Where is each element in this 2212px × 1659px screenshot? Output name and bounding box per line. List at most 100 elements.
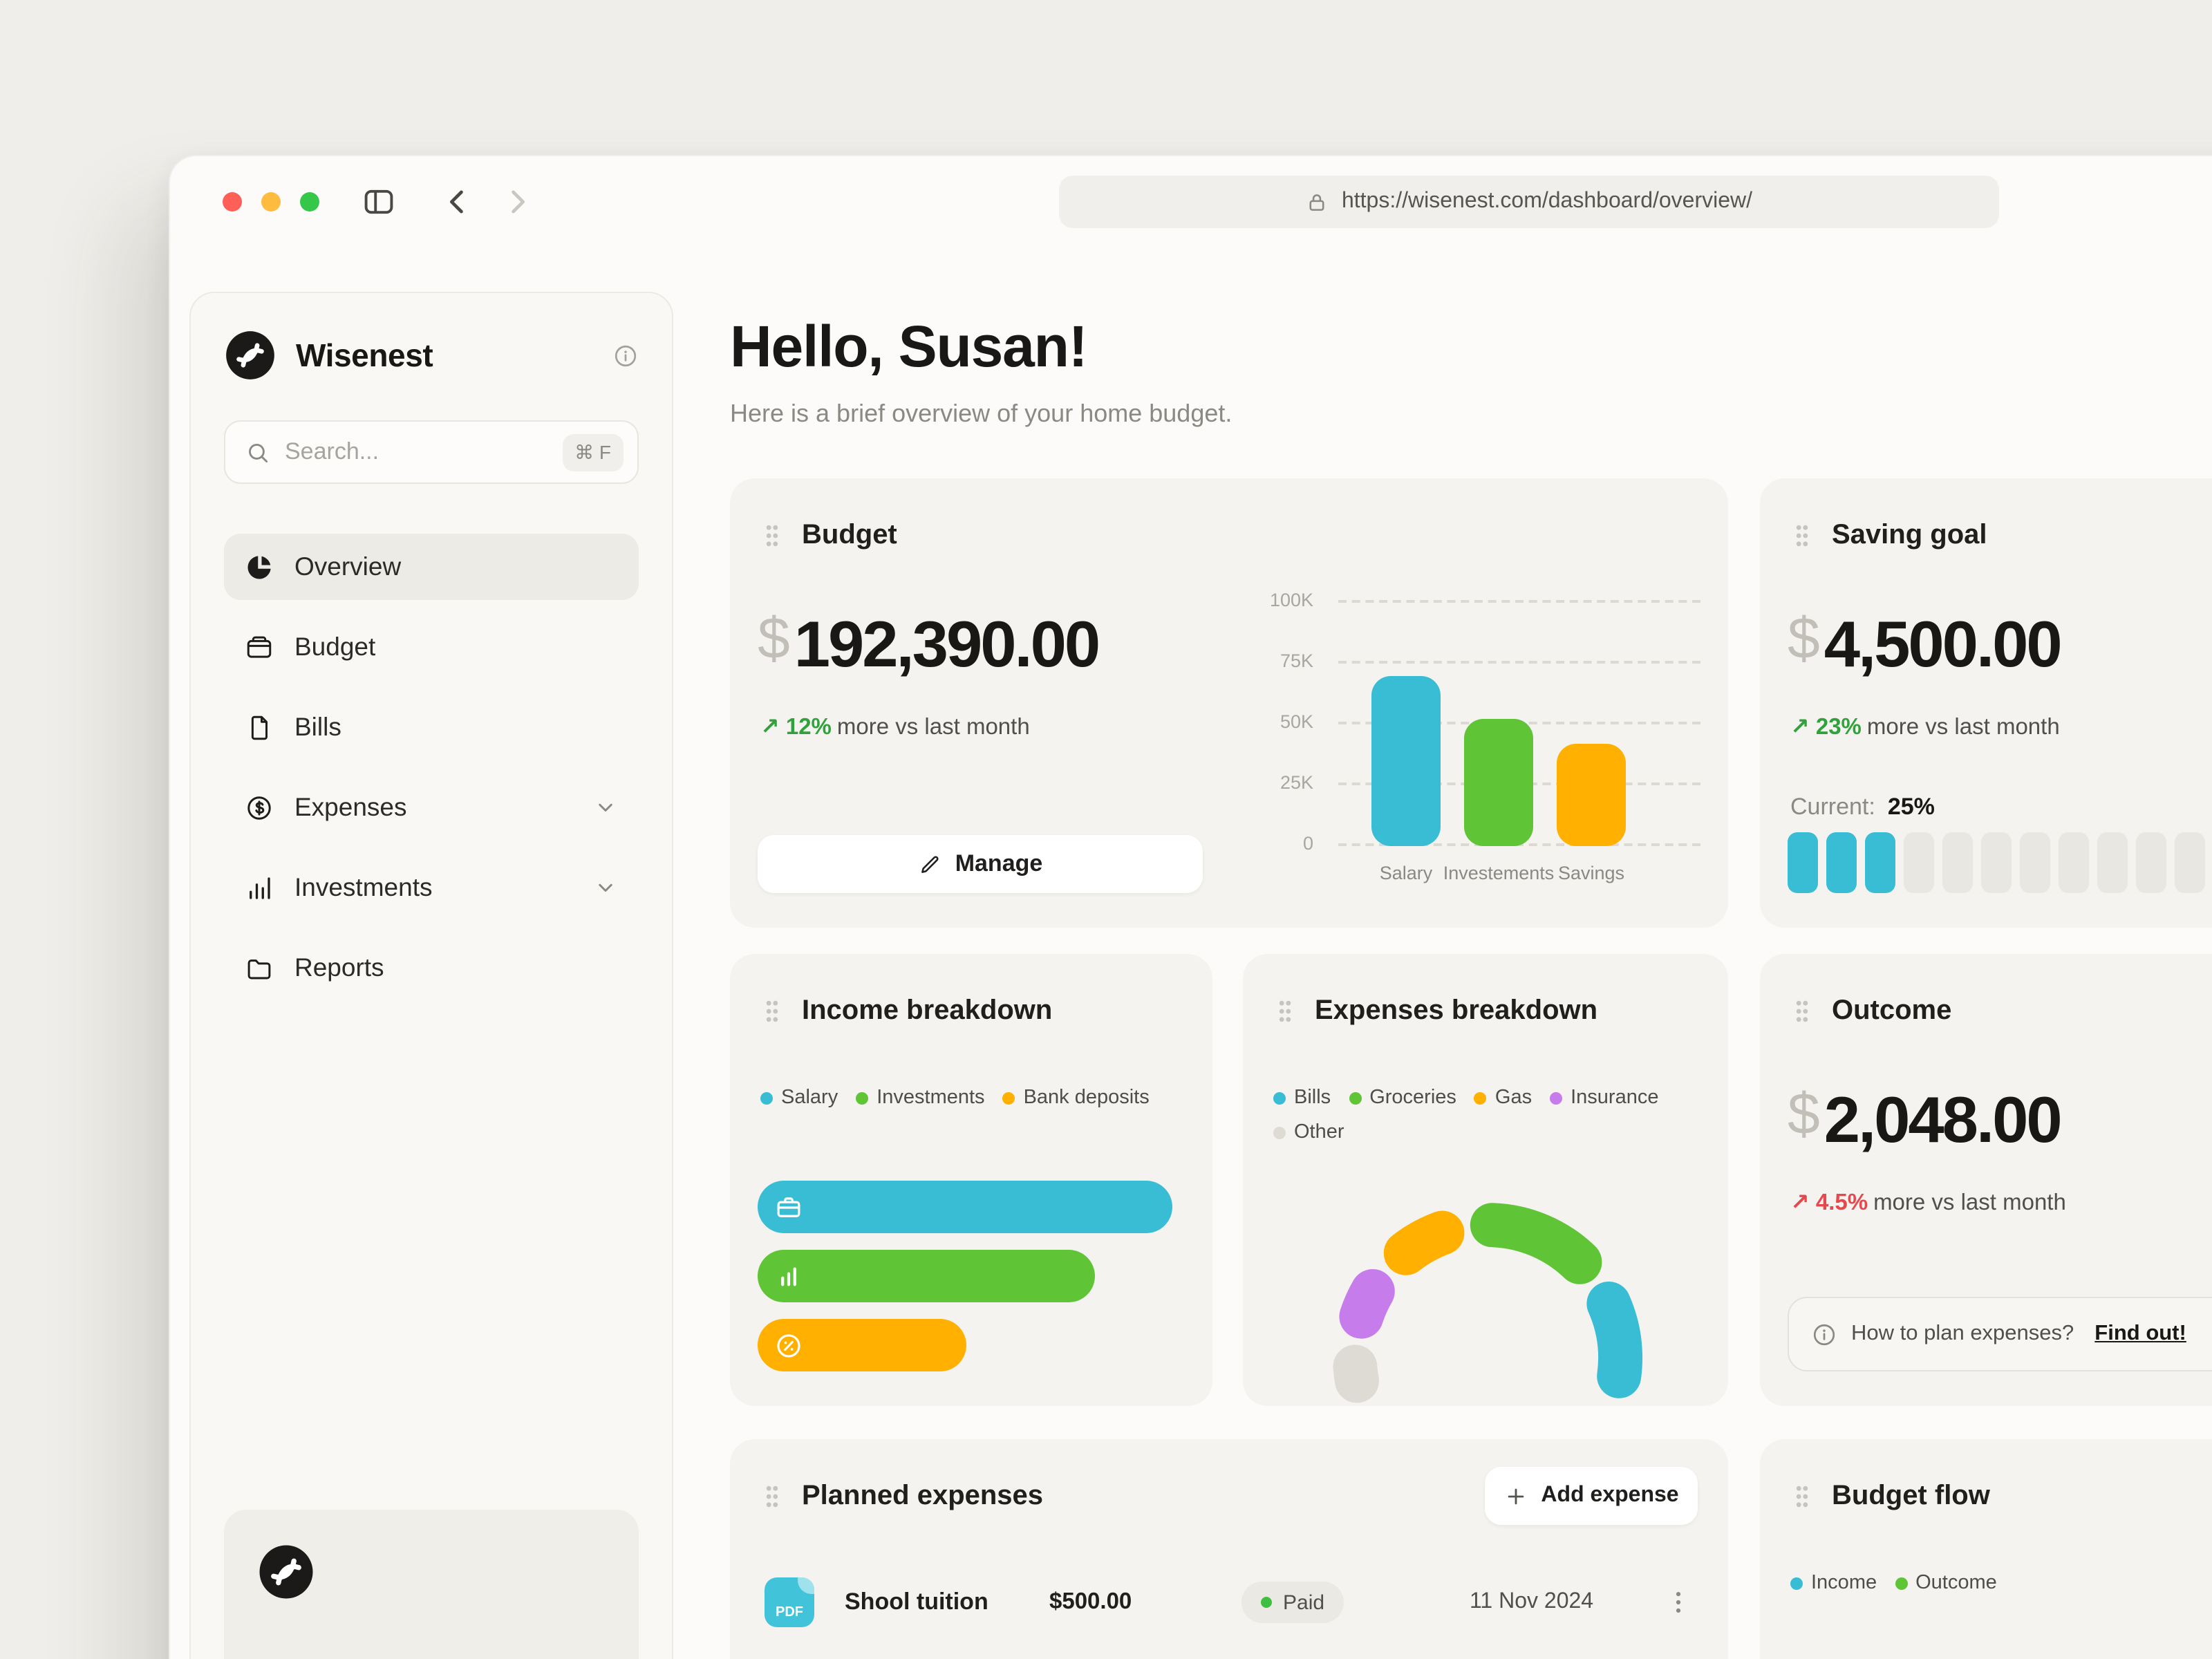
income-bar-investments xyxy=(758,1250,1096,1302)
progress-segment xyxy=(2020,832,2050,893)
progress-segment xyxy=(2059,832,2089,893)
saving-progress xyxy=(1788,832,2212,893)
card-title: Income breakdown xyxy=(802,995,1053,1026)
sidebar-item-investments[interactable]: Investments xyxy=(224,854,639,921)
sidebar-item-overview[interactable]: Overview xyxy=(224,534,639,600)
drag-handle-icon[interactable] xyxy=(1794,1000,1810,1023)
zoom-window-button[interactable] xyxy=(300,192,319,212)
card-title: Budget flow xyxy=(1832,1481,1990,1511)
budget-flow-card: Budget flow Income Outcome xyxy=(1760,1439,2212,1659)
trend-up-icon: ↗ xyxy=(760,715,780,740)
legend-insurance: Insurance xyxy=(1550,1087,1658,1109)
progress-segment xyxy=(2097,832,2128,893)
gauge-segment-other xyxy=(1333,1344,1379,1403)
brand-row: Wisenest xyxy=(224,326,639,384)
sidebar-footer-card xyxy=(224,1510,639,1659)
income-bars xyxy=(758,1181,1185,1388)
url-text: https://wisenest.com/dashboard/overview/ xyxy=(1341,189,1753,213)
progress-segment xyxy=(1981,832,2012,893)
drag-handle-icon[interactable] xyxy=(1794,524,1810,547)
drag-handle-icon[interactable] xyxy=(765,1485,780,1508)
close-window-button[interactable] xyxy=(223,192,242,212)
outcome-card: Outcome $ 2,048.00 ↗ 4.5% more vs last mo… xyxy=(1760,954,2212,1406)
bar-salary xyxy=(1371,676,1441,846)
status-dot xyxy=(1261,1597,1272,1608)
outcome-delta: ↗ 4.5% more vs last month xyxy=(1790,1190,2066,1215)
expenses-breakdown-card: Expenses breakdown Bills Groceries Gas Insu… xyxy=(1243,954,1728,1406)
browser-window: https://wisenest.com/dashboard/overview/… xyxy=(169,155,2212,1659)
card-title: Planned expenses xyxy=(802,1481,1044,1511)
window-controls xyxy=(223,192,319,212)
budget-amount: $ 192,390.00 xyxy=(758,606,1100,680)
forward-button[interactable] xyxy=(499,184,535,220)
legend-other: Other xyxy=(1273,1121,1344,1143)
legend-groceries: Groceries xyxy=(1349,1087,1456,1109)
drag-handle-icon[interactable] xyxy=(765,524,780,547)
sidebar-toggle-icon[interactable] xyxy=(361,184,397,220)
page-subtitle: Here is a brief overview of your home bu… xyxy=(730,400,1232,427)
info-icon[interactable] xyxy=(612,342,639,368)
back-button[interactable] xyxy=(440,184,476,220)
card-title: Saving goal xyxy=(1832,520,1987,550)
expense-row[interactable]: PDF Shool tuition $500.00 Paid 11 Nov 20… xyxy=(765,1564,1694,1641)
trend-up-icon: ↗ xyxy=(1790,715,1810,740)
status-badge: Paid xyxy=(1241,1582,1344,1623)
income-breakdown-card: Income breakdown Salary Investments Bank d… xyxy=(730,954,1212,1406)
find-out-link[interactable]: Find out! xyxy=(2094,1322,2186,1345)
pencil-icon xyxy=(918,852,941,876)
plan-expenses-tip: How to plan expenses? Find out! xyxy=(1788,1297,2212,1371)
gauge-segment-gas xyxy=(1383,1210,1465,1275)
info-icon xyxy=(1811,1321,1837,1347)
sidebar-nav: Overview Budget Bills Expenses Investments Re… xyxy=(224,534,639,1001)
search-box[interactable]: ⌘ F xyxy=(224,420,639,484)
progress-segment xyxy=(1788,832,1818,893)
income-bar-bank-deposits xyxy=(758,1319,967,1371)
sidebar-item-bills[interactable]: Bills xyxy=(224,694,639,760)
budget-delta: ↗ 12% more vs last month xyxy=(760,715,1030,740)
folder-icon xyxy=(245,953,274,982)
saving-goal-card: Saving goal $ 4,500.00 ↗ 23% more vs last… xyxy=(1760,478,2212,928)
address-bar[interactable]: https://wisenest.com/dashboard/overview/ xyxy=(1059,176,1999,228)
card-title: Outcome xyxy=(1832,995,1952,1026)
drag-handle-icon[interactable] xyxy=(1794,1485,1810,1508)
legend-bills: Bills xyxy=(1273,1087,1331,1109)
trend-up-icon: ↗ xyxy=(1790,1190,1810,1215)
row-menu-icon[interactable] xyxy=(1663,1587,1694,1618)
sidebar-item-budget[interactable]: Budget xyxy=(224,614,639,680)
expenses-gauge xyxy=(1333,1203,1642,1403)
legend-investments: Investments xyxy=(856,1087,985,1109)
pdf-file-icon: PDF xyxy=(765,1577,814,1627)
legend-salary: Salary xyxy=(760,1087,838,1109)
page-title: Hello, Susan! xyxy=(730,314,1088,379)
sidebar-item-expenses[interactable]: Expenses xyxy=(224,774,639,841)
add-expense-button[interactable]: Add expense xyxy=(1485,1467,1698,1525)
drag-handle-icon[interactable] xyxy=(1277,1000,1293,1023)
saving-delta: ↗ 23% more vs last month xyxy=(1790,715,2060,740)
progress-segment xyxy=(1826,832,1857,893)
sidebar: Wisenest ⌘ F Overview Budget Bills Expenses… xyxy=(189,292,673,1659)
wisenest-logo xyxy=(257,1543,315,1601)
income-bar-salary xyxy=(758,1181,1172,1233)
wallet-icon xyxy=(245,632,274,662)
minimize-window-button[interactable] xyxy=(261,192,281,212)
wisenest-logo xyxy=(224,329,276,382)
plus-icon xyxy=(1503,1484,1527,1508)
saving-current: Current: 25% xyxy=(1790,794,1935,820)
bar-chart-icon xyxy=(245,873,274,902)
search-shortcut: ⌘ F xyxy=(562,433,624,471)
search-input[interactable] xyxy=(285,438,549,466)
card-title: Budget xyxy=(802,520,897,550)
manage-button[interactable]: Manage xyxy=(758,835,1203,893)
gauge-segment-groceries xyxy=(1470,1203,1602,1284)
saving-amount: $ 4,500.00 xyxy=(1788,606,2063,680)
chevron-down-icon xyxy=(593,795,618,820)
progress-segment xyxy=(1942,832,1973,893)
progress-segment xyxy=(1865,832,1895,893)
legend-income: Income xyxy=(1790,1572,1877,1594)
drag-handle-icon[interactable] xyxy=(765,1000,780,1023)
legend-outcome: Outcome xyxy=(1895,1572,1997,1594)
income-legend: Salary Investments Bank deposits xyxy=(760,1087,1193,1109)
progress-segment xyxy=(1904,832,1934,893)
sidebar-item-reports[interactable]: Reports xyxy=(224,935,639,1001)
